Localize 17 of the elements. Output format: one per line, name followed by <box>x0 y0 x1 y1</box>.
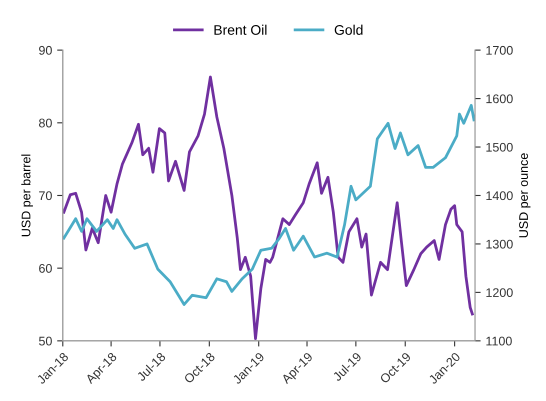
y2-axis-title: USD per ounce <box>519 153 530 238</box>
y2-tick-label: 1200 <box>486 288 513 298</box>
y-axis-title: USD per barrel <box>21 154 33 236</box>
legend-label: Gold <box>334 24 362 35</box>
y2-tick-label: 1700 <box>486 46 513 55</box>
y-tick-label: 70 <box>39 191 52 200</box>
y2-tick-label: 1500 <box>486 142 513 152</box>
legend-label: Brent Oil <box>214 24 266 35</box>
y-tick-label: 90 <box>39 46 52 55</box>
y2-tick-label: 1600 <box>486 94 513 104</box>
line-series <box>62 104 476 306</box>
y2-tick-label: 1400 <box>486 191 513 200</box>
y-tick-label: 60 <box>39 264 52 273</box>
y2-tick-label: 1100 <box>486 336 512 346</box>
y2-tick-label: 1300 <box>486 240 513 249</box>
y-tick-label: 50 <box>38 336 52 346</box>
y-tick-label: 80 <box>39 118 52 128</box>
